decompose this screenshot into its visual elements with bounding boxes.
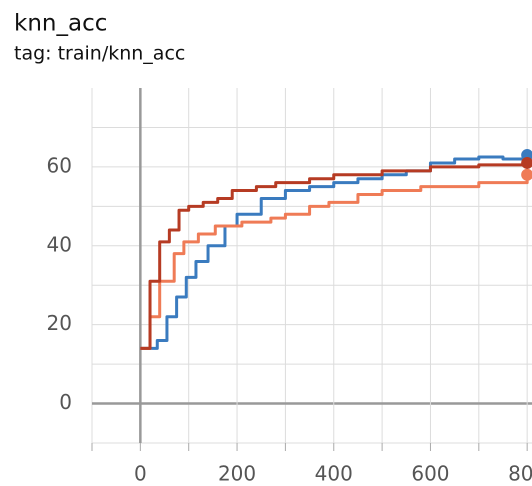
y-tick-label: 60	[47, 153, 72, 177]
x-tick-label: 0	[134, 462, 147, 486]
x-tick-label: 200	[218, 462, 256, 486]
series-end-point	[521, 168, 532, 181]
y-tick-label: 0	[59, 390, 72, 414]
y-tick-label: 20	[47, 311, 72, 335]
series-line	[140, 155, 529, 350]
series-line	[140, 174, 529, 350]
y-tick-label: 40	[47, 232, 72, 256]
x-tick-label: 400	[315, 462, 353, 486]
series-line	[140, 162, 529, 350]
chart-subtitle: tag: train/knn_acc	[14, 43, 185, 65]
chart-title: knn_acc	[14, 11, 107, 37]
series-end-point	[521, 156, 532, 169]
x-tick-label: 600	[411, 462, 449, 486]
x-tick-label: 800	[508, 462, 532, 486]
